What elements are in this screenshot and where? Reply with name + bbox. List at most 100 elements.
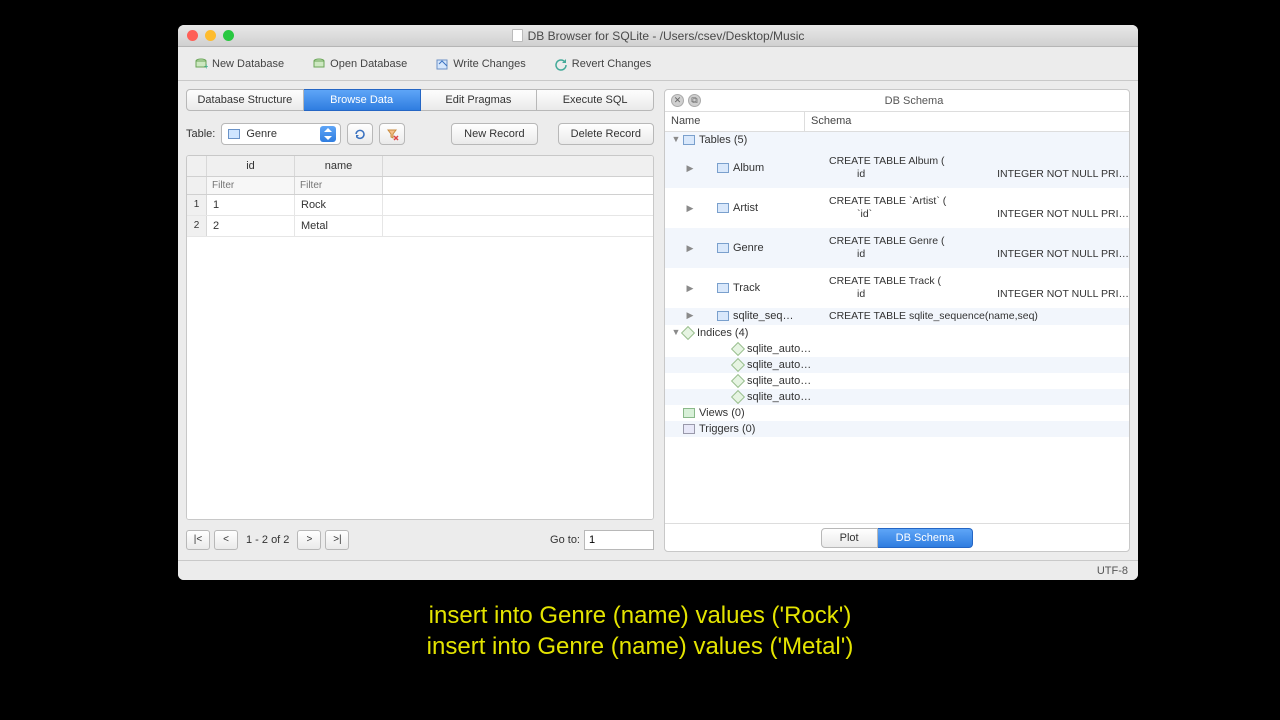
write-changes-label: Write Changes xyxy=(453,58,526,70)
tree-item-table[interactable]: Album xyxy=(695,162,829,174)
tree-item-index[interactable]: sqlite_auto… xyxy=(699,375,833,387)
refresh-button[interactable] xyxy=(347,123,373,145)
encoding-label: UTF-8 xyxy=(1097,565,1128,577)
clear-filters-icon xyxy=(385,127,399,141)
tree-item-views[interactable]: Views (0) xyxy=(681,407,815,419)
tree-item-tables[interactable]: Tables (5) xyxy=(681,134,815,146)
tree-item-sqlite-sequence[interactable]: sqlite_seq… xyxy=(695,310,829,322)
index-icon xyxy=(681,326,695,340)
new-record-button[interactable]: New Record xyxy=(451,123,538,145)
table-icon xyxy=(228,129,240,139)
pager-status: 1 - 2 of 2 xyxy=(242,534,293,546)
tree-item-table[interactable]: Track xyxy=(695,282,829,294)
open-database-button[interactable]: Open Database xyxy=(312,57,407,71)
open-database-label: Open Database xyxy=(330,58,407,70)
table-row[interactable]: 11Rock xyxy=(187,195,653,216)
cell-id[interactable]: 2 xyxy=(207,216,295,236)
disclosure-icon[interactable] xyxy=(685,243,695,254)
delete-record-button[interactable]: Delete Record xyxy=(558,123,654,145)
main-tabs: Database Structure Browse Data Edit Prag… xyxy=(186,89,654,111)
window-title: DB Browser for SQLite - /Users/csev/Desk… xyxy=(528,29,805,43)
tree-item-table[interactable]: Artist xyxy=(695,202,829,214)
tab-browse-data[interactable]: Browse Data xyxy=(304,89,421,111)
trigger-icon xyxy=(683,424,695,434)
table-icon xyxy=(717,311,729,321)
table-icon xyxy=(717,283,729,293)
tree-item-indices[interactable]: Indices (4) xyxy=(681,327,815,339)
cell-id[interactable]: 1 xyxy=(207,195,295,215)
filter-input-id[interactable] xyxy=(207,177,294,194)
goto-input[interactable] xyxy=(584,530,654,550)
clear-filters-button[interactable] xyxy=(379,123,405,145)
new-database-button[interactable]: + New Database xyxy=(194,57,284,71)
caption-line-2: insert into Genre (name) values ('Metal'… xyxy=(0,631,1280,662)
app-window: DB Browser for SQLite - /Users/csev/Desk… xyxy=(178,25,1138,580)
pager-prev-button[interactable]: < xyxy=(214,530,238,550)
tab-database-structure[interactable]: Database Structure xyxy=(186,89,304,111)
index-icon xyxy=(731,358,745,372)
status-bar: UTF-8 xyxy=(178,560,1138,580)
revert-changes-button[interactable]: Revert Changes xyxy=(554,57,652,71)
main-toolbar: + New Database Open Database Write Chang… xyxy=(178,47,1138,81)
panel-detach-icon[interactable]: ⧉ xyxy=(688,94,701,107)
disclosure-icon[interactable] xyxy=(671,327,681,337)
tree-item-index[interactable]: sqlite_auto… xyxy=(699,343,833,355)
table-icon xyxy=(717,243,729,253)
schema-col-name-header[interactable]: Name xyxy=(665,112,805,131)
view-icon xyxy=(683,408,695,418)
footer-tab-plot[interactable]: Plot xyxy=(821,528,878,548)
disclosure-icon[interactable] xyxy=(685,163,695,174)
schema-col-schema-header[interactable]: Schema xyxy=(805,112,1129,131)
tab-execute-sql[interactable]: Execute SQL xyxy=(537,89,654,111)
disclosure-icon[interactable] xyxy=(685,310,695,321)
data-grid: id name 11Rock22Metal xyxy=(186,155,654,520)
footer-tab-db-schema[interactable]: DB Schema xyxy=(878,528,974,548)
table-select-value: Genre xyxy=(246,128,277,140)
schema-panel-title: DB Schema xyxy=(705,95,1123,107)
cell-name[interactable]: Rock xyxy=(295,195,383,215)
table-icon xyxy=(683,135,695,145)
new-database-icon: + xyxy=(194,57,208,71)
index-icon xyxy=(731,390,745,404)
slide-caption: insert into Genre (name) values ('Rock')… xyxy=(0,600,1280,662)
row-number: 1 xyxy=(187,195,207,215)
refresh-icon xyxy=(353,127,367,141)
disclosure-icon[interactable] xyxy=(671,134,681,144)
write-changes-icon xyxy=(435,57,449,71)
column-header-id[interactable]: id xyxy=(207,156,295,176)
goto-label: Go to: xyxy=(550,534,580,546)
pager-next-button[interactable]: > xyxy=(297,530,321,550)
svg-text:+: + xyxy=(204,62,208,71)
caption-line-1: insert into Genre (name) values ('Rock') xyxy=(0,600,1280,631)
new-database-label: New Database xyxy=(212,58,284,70)
table-label: Table: xyxy=(186,128,215,140)
write-changes-button[interactable]: Write Changes xyxy=(435,57,526,71)
disclosure-icon[interactable] xyxy=(685,283,695,294)
column-header-name[interactable]: name xyxy=(295,156,383,176)
schema-tree: Tables (5)AlbumCREATE TABLE Album (idINT… xyxy=(665,132,1129,523)
table-icon xyxy=(717,163,729,173)
pager-last-button[interactable]: >| xyxy=(325,530,349,550)
revert-changes-icon xyxy=(554,57,568,71)
disclosure-icon[interactable] xyxy=(685,203,695,214)
index-icon xyxy=(731,342,745,356)
tree-item-triggers[interactable]: Triggers (0) xyxy=(681,423,815,435)
row-number: 2 xyxy=(187,216,207,236)
table-icon xyxy=(717,203,729,213)
tree-item-table[interactable]: Genre xyxy=(695,242,829,254)
table-select[interactable]: Genre xyxy=(221,123,341,145)
panel-close-icon[interactable]: ✕ xyxy=(671,94,684,107)
chevron-updown-icon xyxy=(320,126,336,142)
tab-edit-pragmas[interactable]: Edit Pragmas xyxy=(421,89,538,111)
filter-input-name[interactable] xyxy=(295,177,382,194)
table-row[interactable]: 22Metal xyxy=(187,216,653,237)
open-database-icon xyxy=(312,57,326,71)
titlebar: DB Browser for SQLite - /Users/csev/Desk… xyxy=(178,25,1138,47)
tree-item-index[interactable]: sqlite_auto… xyxy=(699,391,833,403)
cell-name[interactable]: Metal xyxy=(295,216,383,236)
tree-item-index[interactable]: sqlite_auto… xyxy=(699,359,833,371)
pager-first-button[interactable]: |< xyxy=(186,530,210,550)
index-icon xyxy=(731,374,745,388)
document-icon xyxy=(512,29,523,42)
revert-changes-label: Revert Changes xyxy=(572,58,652,70)
